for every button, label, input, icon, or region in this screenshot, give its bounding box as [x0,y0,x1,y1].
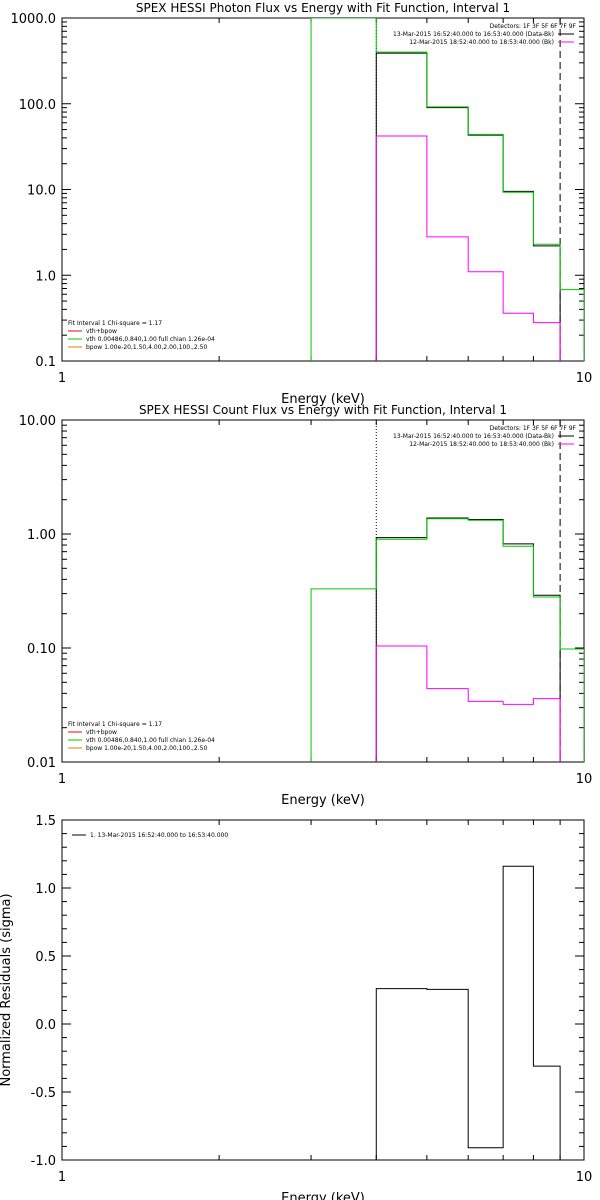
y-tick-label: 1.00 [27,528,56,543]
legend-bottom-left: Fit Interval 1 Chi-square = 1.17vth+bpow… [68,721,215,752]
x-tick-label: 10 [576,772,593,787]
plot-frame [61,419,585,763]
legend-entry-label: 12-Mar-2015 18:52:40.000 to 18:53:40.000… [409,441,554,448]
x-tick-label: 1 [58,772,66,787]
legend-entry-label: vth+bpow [86,328,117,335]
plot-frame [61,17,585,362]
plot-data [310,18,584,361]
legend-fit-header: Fit Interval 1 Chi-square = 1.17 [68,320,162,327]
y-tick-label: 1000.0 [11,12,57,27]
legend-top-left: 1. 13-Mar-2015 16:52:40.000 to 16:53:40.… [72,832,228,839]
residuals-panel: 1 10 Energy (keV) -1.0 -0.5 0.0 0.5 1.0 1.5 Norma… [0,814,592,1200]
y-tick-label: 0.10 [27,642,56,657]
series-line [375,135,561,361]
y-tick-label: -0.5 [31,1086,56,1101]
series-line [375,865,561,1160]
legend-entry-label: 13-Mar-2015 16:52:40.000 to 16:53:40.000… [393,433,554,440]
chart-title: SPEX HESSI Count Flux vs Energy with Fit… [139,403,507,417]
legend-entry-label: bpow 1.00e-20,1.50,4.00,2.00,100.,2.50 [86,344,207,351]
plot-data [310,517,584,762]
y-tick-label: -1.0 [31,1154,56,1169]
series-1-13-mar-2015-16-52-40-000-to-16-53-40-000 [375,865,561,1160]
y-tick-label: 10.00 [19,414,56,429]
y-tick-label: 1.0 [35,882,56,897]
legend-entry-label: 13-Mar-2015 16:52:40.000 to 16:53:40.000… [393,31,554,38]
legend-top-right: Detectors: 1F 3F 5F 6F 7F 9F13-Mar-2015 … [393,425,577,448]
series-data-bk [375,517,561,762]
y-tick-label: 0.0 [35,1018,56,1033]
series-bk [375,645,561,762]
legend-entry-label: vth 0.00486,0.840,1.00 full chian 1.26e-… [86,336,215,343]
series-vth [310,518,584,762]
x-tick-label: 10 [576,1170,593,1185]
y-tick-label: 0.1 [35,355,56,370]
y-tick-label: 100.0 [19,98,56,113]
legend-fit-header: Fit Interval 1 Chi-square = 1.17 [68,721,162,728]
count-flux-panel: SPEX HESSI Count Flux vs Energy with Fit… [19,403,592,808]
plot-data [375,865,561,1160]
y-tick-label: 1.0 [35,269,56,284]
legend-top-right: Detectors: 1F 3F 5F 6F 7F 9F13-Mar-2015 … [393,23,577,46]
series-vth [310,18,584,361]
legend-entry-label: 1. 13-Mar-2015 16:52:40.000 to 16:53:40.… [90,832,228,839]
series-bk [375,135,561,361]
y-axis-label: Normalized Residuals (sigma) [0,893,14,1086]
legend-entry-label: 12-Mar-2015 18:52:40.000 to 18:53:40.000… [409,39,554,46]
chart-title: SPEX HESSI Photon Flux vs Energy with Fi… [136,1,510,15]
legend-header: Detectors: 1F 3F 5F 6F 7F 9F [490,425,577,432]
legend-bottom-left: Fit Interval 1 Chi-square = 1.17vth+bpow… [68,320,215,351]
series-line [375,517,561,762]
x-axis-label: Energy (keV) [281,1191,365,1200]
legend-entry-label: vth+bpow [86,729,117,736]
x-axis-label: Energy (keV) [281,793,365,808]
series-line [310,518,584,762]
photon-flux-panel: SPEX HESSI Photon Flux vs Energy with Fi… [11,1,593,407]
x-tick-label: 1 [58,1170,66,1185]
x-tick-label: 1 [58,371,66,386]
series-line [310,18,584,361]
legend-header: Detectors: 1F 3F 5F 6F 7F 9F [490,23,577,30]
x-axis-label: Energy (keV) [281,392,365,407]
legend-entry-label: vth 0.00486,0.840,1.00 full chian 1.26e-… [86,737,215,744]
y-tick-label: 0.01 [27,756,56,771]
series-line [375,52,561,361]
y-tick-label: 0.5 [35,950,56,965]
x-tick-label: 10 [576,371,593,386]
legend-entry-label: bpow 1.00e-20,1.50,4.00,2.00,100.,2.50 [86,745,207,752]
plot-frame [61,819,585,1161]
series-data-bk [375,52,561,361]
series-line [375,645,561,762]
y-tick-label: 10.0 [27,184,56,199]
y-tick-label: 1.5 [35,814,56,829]
